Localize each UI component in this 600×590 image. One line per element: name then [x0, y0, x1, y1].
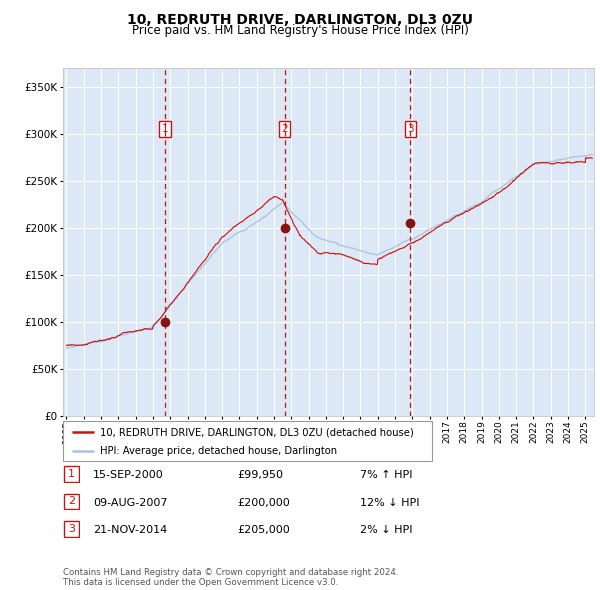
Text: 12% ↓ HPI: 12% ↓ HPI: [360, 498, 419, 507]
Text: 2% ↓ HPI: 2% ↓ HPI: [360, 526, 413, 535]
FancyBboxPatch shape: [64, 493, 79, 510]
Text: Price paid vs. HM Land Registry's House Price Index (HPI): Price paid vs. HM Land Registry's House …: [131, 24, 469, 37]
Text: 7% ↑ HPI: 7% ↑ HPI: [360, 470, 413, 480]
Text: £99,950: £99,950: [237, 470, 283, 480]
Text: 1: 1: [68, 469, 75, 478]
FancyBboxPatch shape: [64, 466, 79, 481]
Text: 09-AUG-2007: 09-AUG-2007: [93, 498, 167, 507]
Text: 21-NOV-2014: 21-NOV-2014: [93, 526, 167, 535]
Text: 2: 2: [68, 497, 75, 506]
Text: 10, REDRUTH DRIVE, DARLINGTON, DL3 0ZU: 10, REDRUTH DRIVE, DARLINGTON, DL3 0ZU: [127, 13, 473, 27]
Text: £205,000: £205,000: [237, 526, 290, 535]
Text: £200,000: £200,000: [237, 498, 290, 507]
Text: Contains HM Land Registry data © Crown copyright and database right 2024.
This d: Contains HM Land Registry data © Crown c…: [63, 568, 398, 587]
Text: 15-SEP-2000: 15-SEP-2000: [93, 470, 164, 480]
Text: 3: 3: [68, 525, 75, 534]
Text: 10, REDRUTH DRIVE, DARLINGTON, DL3 0ZU (detached house): 10, REDRUTH DRIVE, DARLINGTON, DL3 0ZU (…: [100, 427, 413, 437]
Text: 2: 2: [281, 124, 288, 134]
Text: HPI: Average price, detached house, Darlington: HPI: Average price, detached house, Darl…: [100, 445, 337, 455]
FancyBboxPatch shape: [63, 421, 432, 461]
FancyBboxPatch shape: [64, 522, 79, 537]
Text: 1: 1: [162, 124, 169, 134]
Text: 3: 3: [407, 124, 414, 134]
